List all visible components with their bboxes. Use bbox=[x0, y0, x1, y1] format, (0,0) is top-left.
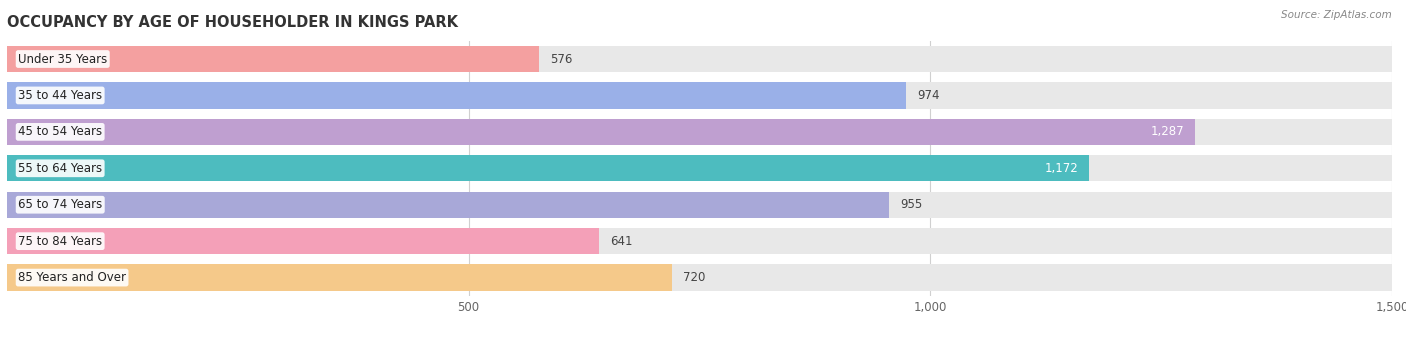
Bar bbox=[7, 46, 1392, 72]
Text: Source: ZipAtlas.com: Source: ZipAtlas.com bbox=[1281, 10, 1392, 20]
Bar bbox=[7, 82, 1392, 108]
Text: 1,172: 1,172 bbox=[1045, 162, 1078, 175]
Bar bbox=[7, 82, 907, 108]
Text: 65 to 74 Years: 65 to 74 Years bbox=[18, 198, 103, 211]
Text: OCCUPANCY BY AGE OF HOUSEHOLDER IN KINGS PARK: OCCUPANCY BY AGE OF HOUSEHOLDER IN KINGS… bbox=[7, 15, 458, 30]
Text: 720: 720 bbox=[683, 271, 706, 284]
Bar bbox=[7, 265, 1392, 291]
Text: 45 to 54 Years: 45 to 54 Years bbox=[18, 125, 103, 138]
Bar bbox=[7, 228, 599, 254]
Text: 85 Years and Over: 85 Years and Over bbox=[18, 271, 127, 284]
Text: 576: 576 bbox=[550, 52, 572, 66]
Bar bbox=[7, 119, 1392, 145]
Bar bbox=[7, 155, 1090, 182]
Text: 75 to 84 Years: 75 to 84 Years bbox=[18, 235, 103, 248]
Text: 1,287: 1,287 bbox=[1150, 125, 1184, 138]
Bar bbox=[7, 228, 1392, 254]
Text: 974: 974 bbox=[917, 89, 939, 102]
Bar bbox=[7, 119, 1195, 145]
Bar bbox=[7, 192, 1392, 218]
Text: Under 35 Years: Under 35 Years bbox=[18, 52, 107, 66]
Bar bbox=[7, 155, 1392, 182]
Text: 641: 641 bbox=[610, 235, 633, 248]
Bar bbox=[7, 265, 672, 291]
Text: 955: 955 bbox=[900, 198, 922, 211]
Bar bbox=[7, 192, 889, 218]
Text: 35 to 44 Years: 35 to 44 Years bbox=[18, 89, 103, 102]
Bar bbox=[7, 46, 538, 72]
Text: 55 to 64 Years: 55 to 64 Years bbox=[18, 162, 103, 175]
